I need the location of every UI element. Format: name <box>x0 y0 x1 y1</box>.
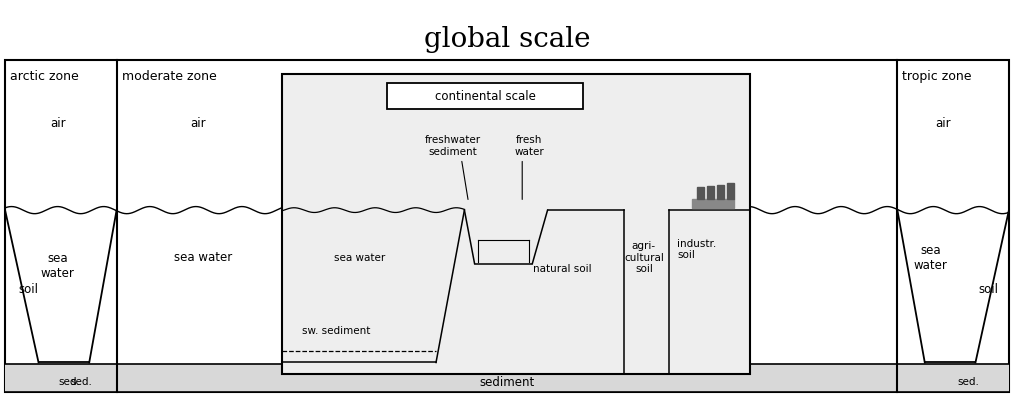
Text: global scale: global scale <box>424 26 590 53</box>
Text: air: air <box>50 117 66 130</box>
Text: sediment: sediment <box>480 376 534 389</box>
Text: freshwater
sediment: freshwater sediment <box>425 135 482 157</box>
Text: continental scale: continental scale <box>435 90 535 103</box>
Text: sea
water: sea water <box>914 244 948 272</box>
Text: sea
water: sea water <box>41 251 75 279</box>
Text: arctic zone: arctic zone <box>10 70 79 83</box>
Text: natural soil: natural soil <box>533 264 592 275</box>
Bar <box>5 60 1009 392</box>
Polygon shape <box>717 184 724 200</box>
Polygon shape <box>707 186 714 200</box>
Bar <box>5 364 1009 392</box>
Text: soil: soil <box>18 283 39 296</box>
Bar <box>387 84 583 109</box>
Text: air: air <box>190 117 206 130</box>
Text: sea water: sea water <box>173 251 232 264</box>
Text: tropic zone: tropic zone <box>902 70 972 83</box>
Text: air: air <box>935 117 951 130</box>
Polygon shape <box>692 200 734 208</box>
Text: fresh
water: fresh water <box>514 135 545 157</box>
Text: sed.: sed. <box>70 377 92 387</box>
Text: sw. sediment: sw. sediment <box>302 326 370 336</box>
Polygon shape <box>697 187 704 200</box>
Text: moderate zone: moderate zone <box>122 70 216 83</box>
Text: industr.
soil: industr. soil <box>677 239 717 260</box>
Text: sea water: sea water <box>335 253 385 263</box>
Text: sed.: sed. <box>957 377 980 387</box>
Text: agri-
cultural
soil: agri- cultural soil <box>624 241 664 274</box>
Text: sed.: sed. <box>58 377 80 387</box>
Polygon shape <box>727 184 734 200</box>
Bar <box>282 73 750 375</box>
Text: soil: soil <box>979 283 999 296</box>
